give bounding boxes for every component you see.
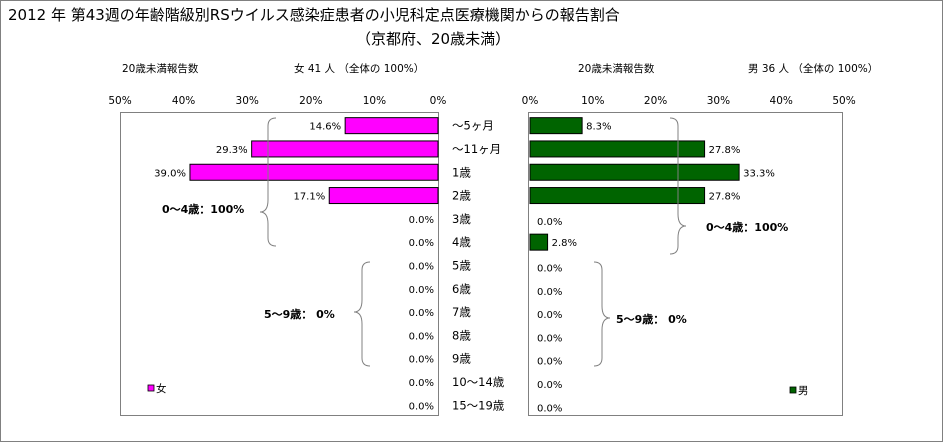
category-label: 5歳	[452, 258, 471, 272]
female-legend-swatch	[147, 384, 155, 392]
category-label: ～11ヶ月	[452, 142, 501, 156]
female-value-label: 0.0%	[409, 308, 434, 319]
female-value-label: 39.0%	[154, 168, 186, 179]
female-tick-label: 50%	[108, 95, 131, 107]
male-value-label: 0.0%	[537, 263, 562, 274]
category-label: 3歳	[452, 212, 471, 226]
male-value-label: 0.0%	[537, 333, 562, 344]
female-tick-label: 30%	[236, 95, 259, 107]
male-value-label: 2.8%	[552, 238, 577, 249]
male-header-count: 男 36 人 （全体の 100%）	[748, 62, 878, 75]
male-value-label: 0.0%	[537, 380, 562, 391]
male-annotation-5-9: 5～9歳： 0%	[616, 312, 687, 326]
female-brace-0-4	[259, 117, 277, 247]
category-label: 1歳	[452, 165, 471, 179]
male-legend-label: 男	[798, 385, 809, 397]
male-legend-swatch	[789, 386, 797, 394]
female-tick-label: 0%	[430, 95, 447, 107]
female-bar	[251, 140, 439, 158]
category-label: 10～14歳	[452, 375, 505, 389]
male-value-label: 27.8%	[709, 145, 741, 156]
male-value-label: 27.8%	[709, 192, 741, 203]
female-header-label: 20歳未満報告数	[122, 62, 199, 75]
female-tick-label: 40%	[172, 95, 195, 107]
male-header-label: 20歳未満報告数	[578, 62, 655, 75]
male-value-label: 0.0%	[537, 310, 562, 321]
female-value-label: 0.0%	[409, 378, 434, 389]
chart-subtitle: （京都府、20歳未満）	[356, 30, 510, 48]
male-plot-area	[528, 112, 843, 416]
female-value-label: 14.6%	[309, 122, 341, 133]
male-value-label: 0.0%	[537, 357, 562, 368]
female-value-label: 0.0%	[409, 238, 434, 249]
male-bar	[529, 233, 549, 251]
male-bar	[529, 163, 740, 181]
female-plot-area	[120, 112, 439, 416]
female-value-label: 0.0%	[409, 285, 434, 296]
male-bar	[529, 117, 583, 135]
category-label: 6歳	[452, 282, 471, 296]
female-value-label: 0.0%	[409, 355, 434, 366]
chart-title: 2012 年 第43週の年齢階級別RSウイルス感染症患者の小児科定点医療機関から…	[8, 6, 620, 24]
male-brace-0-4	[669, 117, 687, 255]
female-bar	[328, 187, 439, 205]
female-tick-label: 20%	[299, 95, 322, 107]
category-label: ～5ヶ月	[452, 119, 494, 133]
male-tick-label: 40%	[770, 95, 793, 107]
female-annotation-0-4: 0～4歳：100%	[162, 202, 244, 216]
female-value-label: 0.0%	[409, 215, 434, 226]
female-tick-label: 10%	[363, 95, 386, 107]
male-value-label: 8.3%	[586, 122, 611, 133]
female-value-label: 0.0%	[409, 401, 434, 412]
female-header-count: 女 41 人 （全体の 100%）	[294, 62, 424, 75]
male-tick-label: 20%	[644, 95, 667, 107]
female-brace-5-9	[353, 261, 371, 367]
female-value-label: 0.0%	[409, 261, 434, 272]
male-bar	[529, 187, 706, 205]
category-label: 15～19歳	[452, 398, 505, 412]
male-tick-label: 30%	[707, 95, 730, 107]
male-value-label: 33.3%	[743, 168, 775, 179]
female-bar	[344, 117, 439, 135]
female-value-label: 0.0%	[409, 331, 434, 342]
male-value-label: 0.0%	[537, 403, 562, 414]
male-bar	[529, 140, 706, 158]
male-value-label: 0.0%	[537, 287, 562, 298]
female-annotation-5-9: 5～9歳： 0%	[264, 307, 335, 321]
female-value-label: 29.3%	[216, 145, 248, 156]
male-brace-5-9	[593, 261, 611, 367]
female-bar	[189, 163, 439, 181]
category-label: 9歳	[452, 352, 471, 366]
female-value-label: 17.1%	[293, 192, 325, 203]
male-annotation-0-4: 0～4歳：100%	[706, 220, 788, 234]
female-legend-label: 女	[156, 382, 167, 395]
male-value-label: 0.0%	[537, 217, 562, 228]
male-tick-label: 10%	[581, 95, 604, 107]
male-tick-label: 0%	[522, 95, 539, 107]
male-tick-label: 50%	[832, 95, 855, 107]
category-label: 8歳	[452, 328, 471, 342]
category-label: 4歳	[452, 235, 471, 249]
category-label: 7歳	[452, 305, 471, 319]
category-label: 2歳	[452, 189, 471, 203]
